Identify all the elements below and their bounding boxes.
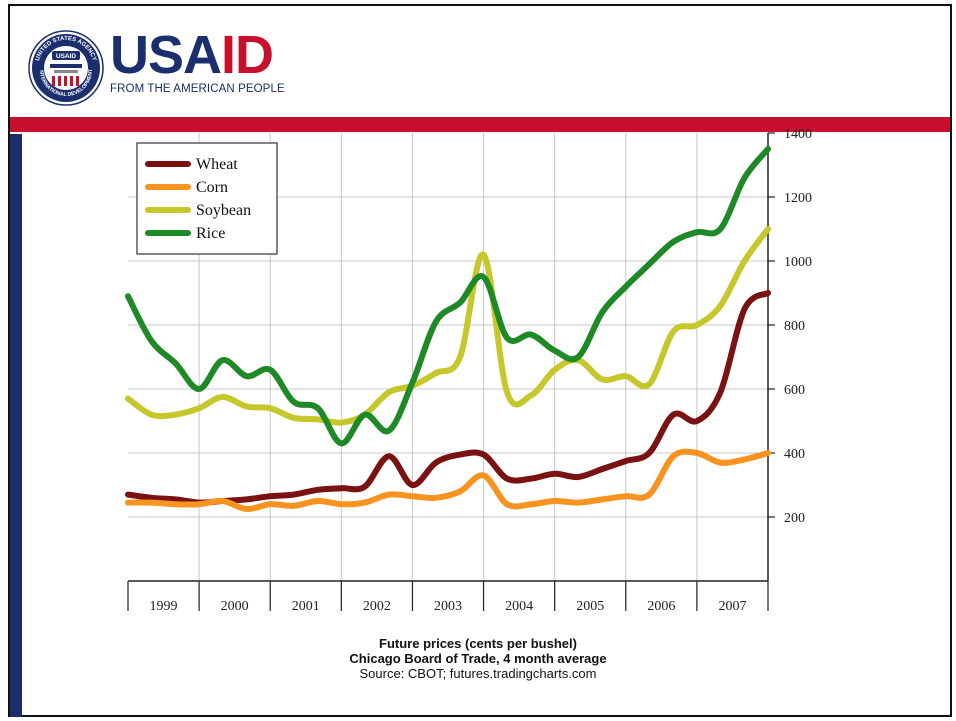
y-tick-label: 1000 (784, 255, 812, 270)
caption-source: Source: CBOT; futures.tradingcharts.com (359, 666, 597, 681)
series-lines (125, 146, 771, 513)
legend-label-wheat: Wheat (196, 156, 238, 173)
x-tick-label: 2005 (576, 599, 604, 614)
y-tick-label: 1400 (784, 128, 812, 142)
y-tick-label: 200 (784, 511, 805, 526)
caption-line-1: Future prices (cents per bushel) (379, 636, 577, 651)
usaid-logo: USAID FROM THE AMERICAN PEOPLE (110, 28, 285, 95)
series-line-rice (125, 146, 771, 447)
y-axis-ticks: 200 400 600 800 1000 1200 1400 (784, 128, 812, 526)
x-tick-label: 2006 (647, 599, 675, 614)
price-chart: 1999 2000 2001 2002 2003 2004 2005 2006 2007 200… (125, 128, 812, 614)
logo-tagline: FROM THE AMERICAN PEOPLE (110, 83, 285, 95)
seal-badge-text: USAID (56, 53, 77, 60)
x-axis-ticks: 1999 2000 2001 2002 2003 2004 2005 2006 2007 (150, 599, 747, 614)
axes (127, 132, 775, 611)
logo-wordmark: USAID (110, 28, 285, 82)
logo-wordmark-usa: USA (110, 25, 222, 85)
caption-line-2: Chicago Board of Trade, 4 month average (349, 651, 607, 666)
y-tick-label: 1200 (784, 191, 812, 206)
series-line-soybean (125, 226, 771, 426)
chart-caption: Future prices (cents per bushel) Chicago… (0, 636, 956, 681)
x-tick-label: 2002 (363, 599, 391, 614)
x-tick-label: 2000 (221, 599, 249, 614)
x-tick-label: 2007 (718, 599, 746, 614)
y-tick-label: 600 (784, 383, 805, 398)
legend-label-rice: Rice (196, 225, 225, 242)
usaid-seal-icon: UNITED STATES AGENCY INTERNATIONAL DEVEL… (28, 30, 104, 106)
left-navy-bar (10, 134, 22, 717)
series-line-corn (125, 448, 771, 513)
series-line-wheat (125, 290, 771, 506)
x-tick-label: 1999 (150, 599, 178, 614)
logo-wordmark-id: ID (221, 25, 274, 85)
legend-label-corn: Corn (196, 179, 228, 196)
header-red-band (10, 117, 950, 132)
chart-legend: Wheat Corn Soybean Rice (136, 142, 278, 255)
legend-label-soybean: Soybean (196, 202, 251, 219)
y-tick-label: 400 (784, 447, 805, 462)
y-tick-label: 800 (784, 319, 805, 334)
x-tick-label: 2003 (434, 599, 462, 614)
x-tick-label: 2004 (505, 599, 533, 614)
x-tick-label: 2001 (292, 599, 320, 614)
